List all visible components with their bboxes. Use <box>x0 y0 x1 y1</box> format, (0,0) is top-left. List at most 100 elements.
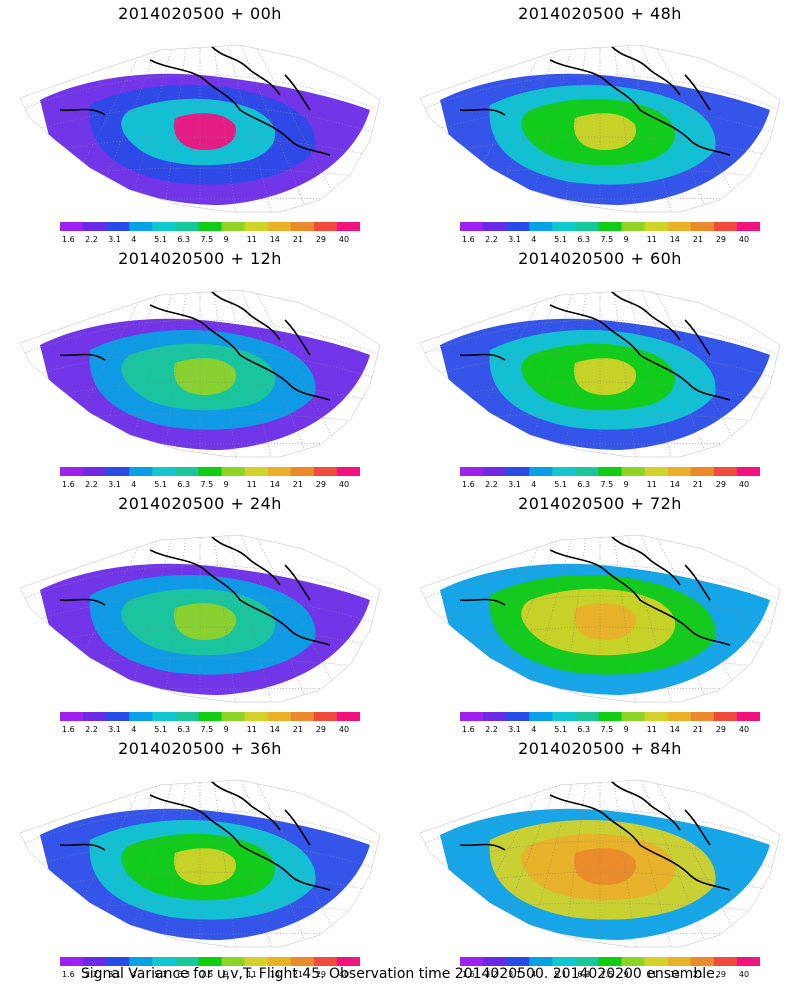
coastline <box>459 45 731 156</box>
colorbar-swatch <box>736 467 760 476</box>
coastline <box>59 535 331 646</box>
colorbar-swatch <box>336 712 360 721</box>
colorbar-swatch <box>290 712 315 721</box>
colorbar-tick-label: 2.2 <box>485 480 498 489</box>
map-plot <box>19 289 381 458</box>
latitude-line <box>20 319 380 356</box>
map-panel: 2014020500 + 84h 1.6 2.2 3.1 4 5.1 6.3 7.5 9 11 14… <box>400 735 800 980</box>
colorbar-tick-label: 4 <box>131 725 136 734</box>
coastline <box>459 290 731 401</box>
colorbar-swatch <box>552 222 576 231</box>
colorbar-tick-label: 9 <box>624 970 629 979</box>
colorbar-swatch <box>221 467 246 476</box>
map-plot <box>419 779 781 948</box>
colorbar-swatch <box>129 957 153 966</box>
colorbar-tick-label: 40 <box>739 725 749 734</box>
latitude-line <box>427 350 773 378</box>
map-panel: 2014020500 + 12h 1.6 2.2 3.1 4 5.1 6.3 7.5 9 11 14… <box>0 245 400 490</box>
colorbar-swatch <box>267 222 292 231</box>
colorbar-swatch <box>690 222 715 231</box>
colorbar-tick-label: 5.1 <box>154 480 167 489</box>
map-panel: 2014020500 + 60h 1.6 2.2 3.1 4 5.1 6.3 7.5 9 11 14… <box>400 245 800 490</box>
colorbar-swatch <box>552 712 576 721</box>
map-panel: 2014020500 + 00h 1.6 2.2 3.1 4 5.1 6.3 7.5 9 11 14… <box>0 0 400 245</box>
coastline <box>459 780 731 891</box>
colorbar-swatch <box>552 957 576 966</box>
colorbar-tick-label: 21 <box>293 235 303 244</box>
colorbar-tick-label: 5.1 <box>554 725 567 734</box>
colorbar-tick-label: 2.2 <box>485 725 498 734</box>
colorbar-swatch <box>644 957 669 966</box>
colorbar-tick-label: 3.1 <box>108 970 121 979</box>
colorbar: 1.6 2.2 3.1 4 5.1 6.3 7.5 9 11 14 21 29 40 <box>60 712 360 734</box>
colorbar-tick-label: 4 <box>131 235 136 244</box>
map-plot <box>419 534 781 703</box>
colorbar-swatch <box>529 712 553 721</box>
longitude-line <box>199 535 321 702</box>
map-plot <box>19 779 381 948</box>
latitude-line <box>427 105 773 133</box>
colorbar-tick-label: 29 <box>316 725 326 734</box>
colorbar-swatch <box>529 467 553 476</box>
colorbar-swatch <box>598 712 623 721</box>
panel-title: 2014020500 + 36h <box>118 739 282 758</box>
colorbar-tick-label: 29 <box>316 970 326 979</box>
colorbar-tick-label: 3.1 <box>508 235 521 244</box>
colorbar-swatch <box>244 957 269 966</box>
latitude-line <box>420 564 780 601</box>
colorbar-swatch <box>152 467 176 476</box>
colorbar-tick-label: 3.1 <box>508 725 521 734</box>
colorbar-swatch <box>152 957 176 966</box>
longitude-line <box>159 290 201 457</box>
colorbar-swatch <box>621 712 646 721</box>
longitude-line <box>599 780 721 947</box>
colorbar-swatch <box>621 957 646 966</box>
colorbar-swatch <box>460 712 484 721</box>
colorbar-tick-label: 11 <box>647 725 657 734</box>
colorbar-swatch <box>198 712 223 721</box>
colorbar-swatch <box>644 467 669 476</box>
map-plot <box>19 44 381 213</box>
colorbar-swatch <box>152 222 176 231</box>
colorbar-swatch <box>667 712 692 721</box>
colorbar-tick-label: 7.5 <box>200 970 213 979</box>
colorbar-swatch <box>736 712 760 721</box>
colorbar-tick-label: 21 <box>293 725 303 734</box>
colorbar-tick-label: 14 <box>270 480 280 489</box>
colorbar-swatch <box>336 467 360 476</box>
colorbar-tick-label: 1.6 <box>462 480 475 489</box>
colorbar-tick-label: 2.2 <box>85 970 98 979</box>
longitude-line <box>559 535 601 702</box>
colorbar-tick-label: 3.1 <box>508 480 521 489</box>
longitude-line <box>199 290 241 457</box>
colorbar-swatch <box>460 957 484 966</box>
colorbar: 1.6 2.2 3.1 4 5.1 6.3 7.5 9 11 14 21 29 40 <box>460 712 760 734</box>
colorbar-tick-label: 40 <box>739 235 749 244</box>
colorbar-tick-label: 11 <box>247 970 257 979</box>
longitude-line <box>199 290 321 457</box>
colorbar: 1.6 2.2 3.1 4 5.1 6.3 7.5 9 11 14 21 29 40 <box>460 222 760 244</box>
coastline <box>59 780 331 891</box>
longitude-line <box>599 45 641 212</box>
panel-title: 2014020500 + 00h <box>118 4 282 23</box>
colorbar: 1.6 2.2 3.1 4 5.1 6.3 7.5 9 11 14 21 29 40 <box>60 957 360 979</box>
colorbar-swatch <box>483 467 507 476</box>
colorbar-tick-label: 11 <box>247 235 257 244</box>
latitude-line <box>20 809 380 846</box>
colorbar-swatch <box>621 222 646 231</box>
map-plot <box>419 44 781 213</box>
latitude-line <box>35 136 365 155</box>
panel-title: 2014020500 + 84h <box>518 739 682 758</box>
colorbar-tick-label: 14 <box>270 725 280 734</box>
colorbar-swatch <box>575 957 599 966</box>
colorbar-tick-label: 2.2 <box>85 725 98 734</box>
colorbar-tick-label: 21 <box>693 970 703 979</box>
colorbar-tick-label: 7.5 <box>200 725 213 734</box>
colorbar-tick-label: 21 <box>693 235 703 244</box>
colorbar-swatch <box>244 712 269 721</box>
colorbar-swatch <box>106 957 130 966</box>
colorbar-swatch <box>598 957 623 966</box>
colorbar-swatch <box>83 712 107 721</box>
colorbar-tick-label: 4 <box>531 725 536 734</box>
colorbar-tick-label: 3.1 <box>108 725 121 734</box>
